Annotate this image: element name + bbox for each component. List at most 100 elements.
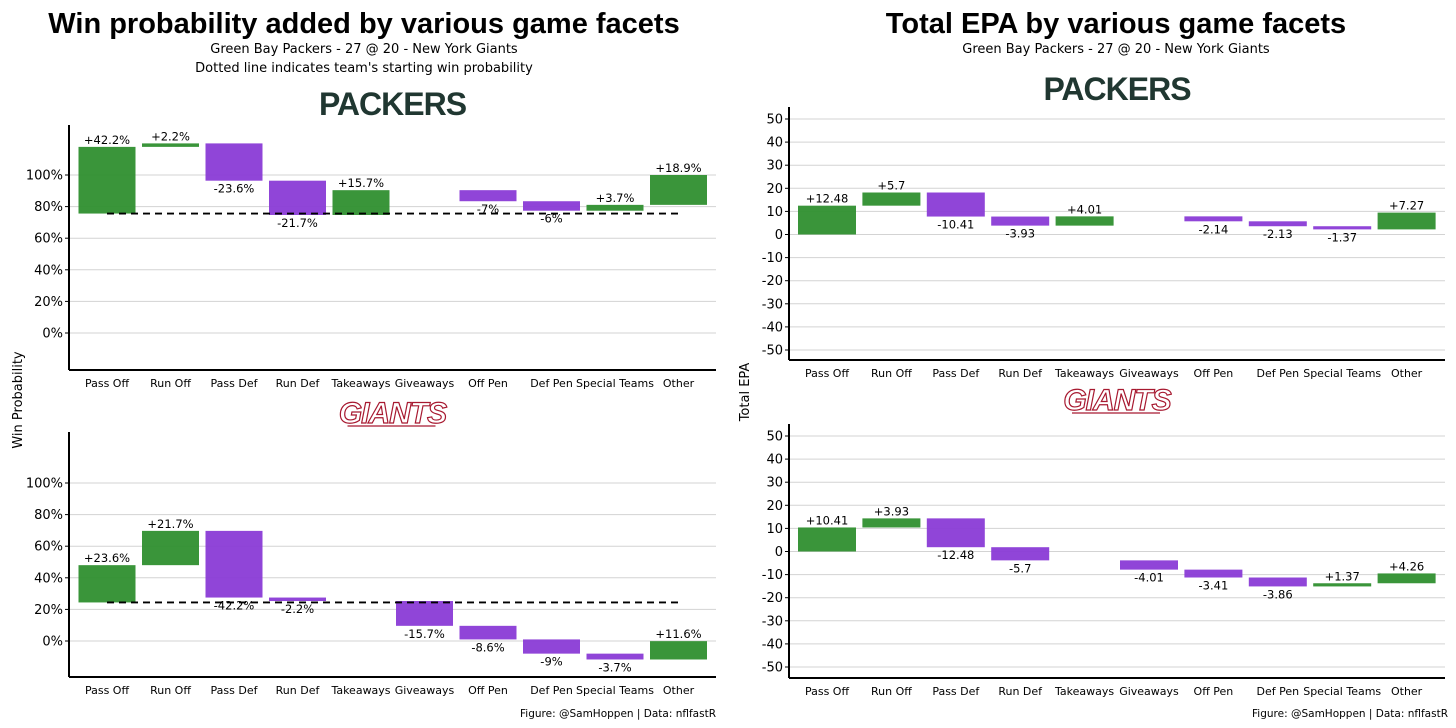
data-label: +2.2% [151,129,190,143]
epa-panel-packers: PACKERS -50 -40 -30 -20 -10 0 10 20 30 40 50 +12.48 P… [762,71,1445,380]
y-tick-label: 0% [42,635,63,650]
y-tick-label: 30 [766,476,783,491]
x-tick-label: Special Teams [1303,685,1381,698]
x-tick-label: Run Def [998,367,1043,380]
bar-pass-off [798,205,856,235]
x-tick-label: Pass Def [932,685,980,698]
epa-chart-subtitle: Green Bay Packers - 27 @ 20 - New York G… [962,42,1270,57]
bar-pass-def [205,530,263,598]
data-label: -3.93 [1005,227,1035,241]
x-tick-label: Off Pen [1194,367,1234,380]
y-tick-label: 20 [766,499,783,514]
data-label: -12.48 [937,548,974,562]
y-tick-label: -50 [762,344,783,359]
data-label: -2.14 [1199,222,1229,236]
x-tick-label: Run Def [276,377,321,390]
bar-special-teams [586,653,644,660]
data-label: -3.86 [1263,587,1293,601]
data-label: -4.01 [1134,571,1164,585]
bar-off-pen [459,625,517,640]
bar-pass-off [78,565,136,603]
bar-off-pen [459,190,517,202]
y-tick-label: 100% [26,169,63,184]
wp-chart-subtitle: Green Bay Packers - 27 @ 20 - New York G… [210,42,518,57]
x-tick-label: Pass Def [211,684,259,697]
bar-other [1377,212,1436,230]
y-tick-label: 80% [34,508,63,523]
bar-takeaways [332,190,390,215]
y-tick-label: 20 [766,182,783,197]
x-tick-label: Pass Def [932,367,980,380]
y-tick-label: -20 [762,274,783,289]
data-label: +4.01 [1067,202,1102,216]
x-tick-label: Run Off [871,685,912,698]
giants-logo: GIANTS [1063,384,1171,417]
bar-def-pen [1248,577,1307,587]
bar-special-teams [1313,226,1372,230]
epa-y-axis-label: Total EPA [738,363,753,423]
y-tick-label: 100% [26,477,63,492]
data-label: +23.6% [84,551,130,565]
data-label: -8.6% [471,640,504,654]
bar-run-def [269,597,326,602]
data-label: +21.7% [147,517,193,531]
x-tick-label: Other [1391,367,1423,380]
x-tick-label: Other [1391,685,1423,698]
y-tick-label: -20 [762,591,783,606]
bar-giveaways [396,601,453,626]
bar-other [650,641,707,660]
bar-run-def [991,216,1050,226]
packers-logo: PACKERS [319,86,467,122]
x-tick-label: Pass Off [85,684,129,697]
data-label: +3.93 [874,504,909,518]
y-tick-label: 0 [775,545,783,560]
bar-other [650,175,707,205]
packers-logo: PACKERS [1043,71,1191,107]
y-tick-label: -30 [762,614,783,629]
y-tick-label: 40 [766,136,783,151]
x-tick-label: Pass Def [211,377,259,390]
data-label: +18.9% [655,161,701,175]
bar-pass-def [926,192,985,217]
data-label: +1.37 [1325,569,1360,583]
data-label: +15.7% [338,176,384,190]
data-label: +12.48 [806,192,849,206]
y-tick-label: 10 [766,522,783,537]
wp-caption: Figure: @SamHoppen | Data: nflfastR [520,708,716,720]
data-label: -2.2% [281,602,314,616]
y-tick-label: -10 [762,251,783,266]
data-label: -15.7% [404,627,445,641]
x-tick-label: Takeaways [1054,367,1114,380]
y-tick-label: 40 [766,453,783,468]
y-tick-label: 50 [766,113,783,128]
wp-chart-title: Win probability added by various game fa… [48,8,679,40]
x-tick-label: Def Pen [530,684,573,697]
y-tick-label: 20% [34,295,63,310]
data-label: -5.7 [1009,561,1031,575]
x-tick-label: Pass Off [805,685,849,698]
bar-off-pen [1184,216,1243,222]
y-tick-label: 60% [34,540,63,555]
data-label: -3.41 [1199,579,1229,593]
y-tick-label: -30 [762,297,783,312]
wp-chart-subtitle-2: Dotted line indicates team's starting wi… [195,61,533,76]
bar-run-off [142,530,199,566]
y-tick-label: 0% [42,327,63,342]
x-tick-label: Special Teams [1303,367,1381,380]
data-label: +5.7 [877,179,905,193]
x-tick-label: Run Off [871,367,912,380]
y-tick-label: 40% [34,263,63,278]
bar-pass-def [926,518,985,548]
bar-run-off [862,192,921,206]
y-tick-label: 60% [34,232,63,247]
x-tick-label: Giveaways [395,684,455,697]
x-tick-label: Takeaways [1054,685,1114,698]
data-label: +10.41 [806,513,849,527]
data-label: -21.7% [277,216,318,230]
x-tick-label: Def Pen [1257,367,1300,380]
bar-pass-off [798,527,856,552]
bar-takeaways [1055,216,1114,226]
x-tick-label: Run Off [150,684,191,697]
bar-run-off [142,143,199,147]
